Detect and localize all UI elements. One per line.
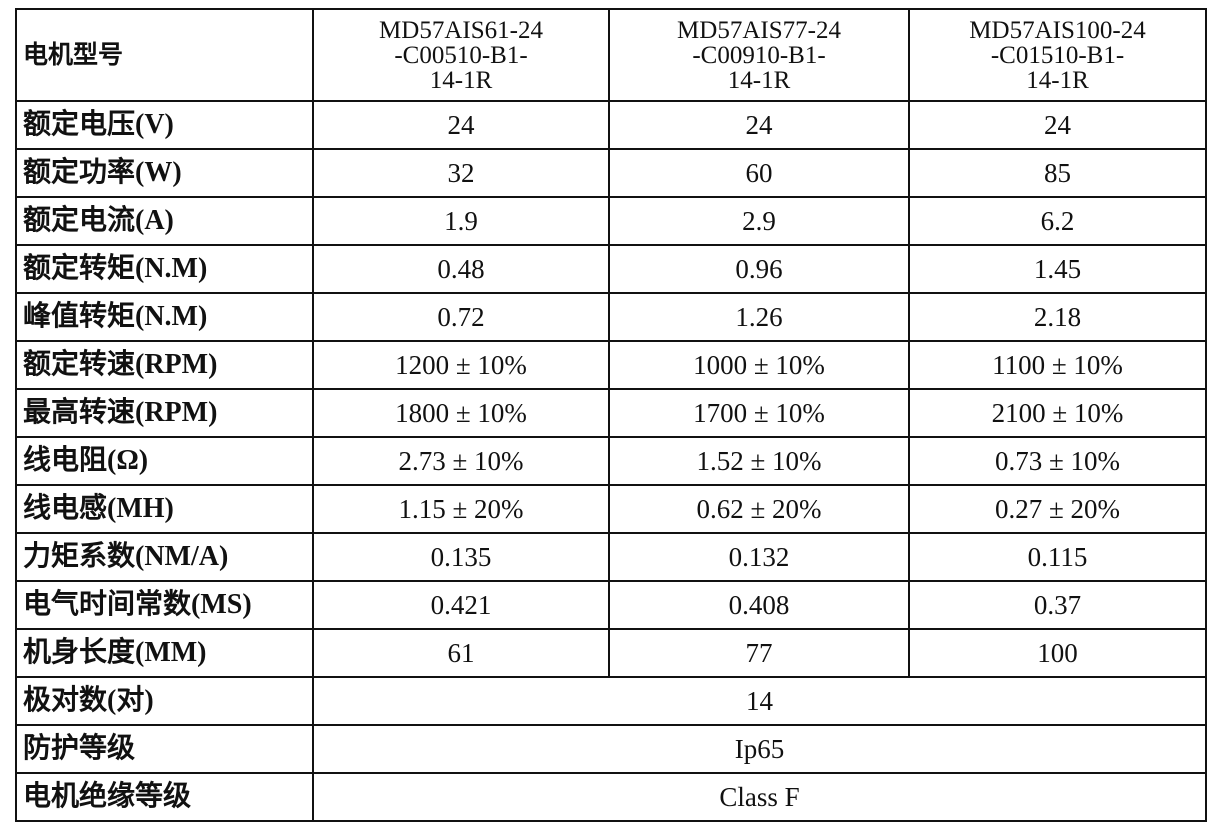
spec-value: 0.48: [312, 244, 610, 294]
spec-value: 77: [608, 628, 910, 678]
spec-value: 1700 ± 10%: [608, 388, 910, 438]
spec-value: 24: [608, 100, 910, 150]
spec-value: 6.2: [908, 196, 1207, 246]
spec-value: 1.9: [312, 196, 610, 246]
model-name-line: 14-1R: [727, 66, 791, 94]
spec-value: 1200 ± 10%: [312, 340, 610, 390]
spec-value: 0.96: [608, 244, 910, 294]
spec-value: 1.26: [608, 292, 910, 342]
spec-label: 电气时间常数(MS): [15, 580, 314, 630]
spec-value: 0.408: [608, 580, 910, 630]
shared-row: 电机绝缘等级 Class F: [15, 772, 1207, 822]
spec-row: 机身长度(MM) 61 77 100: [15, 628, 1207, 678]
spec-value: 0.135: [312, 532, 610, 582]
model-name-line: -C00510-B1-: [394, 41, 528, 69]
spec-row: 峰值转矩(N.M) 0.72 1.26 2.18: [15, 292, 1207, 342]
spec-value: 60: [608, 148, 910, 198]
header-label: 电机型号: [15, 8, 314, 102]
model-name-line: MD57AIS100-24: [969, 16, 1146, 44]
spec-label: 额定转速(RPM): [15, 340, 314, 390]
spec-row: 额定功率(W) 32 60 85: [15, 148, 1207, 198]
spec-value: 0.72: [312, 292, 610, 342]
spec-label: 电机绝缘等级: [15, 772, 314, 822]
spec-label: 力矩系数(NM/A): [15, 532, 314, 582]
spec-value: 1.52 ± 10%: [608, 436, 910, 486]
spec-row: 力矩系数(NM/A) 0.135 0.132 0.115: [15, 532, 1207, 582]
spec-label: 线电阻(Ω): [15, 436, 314, 486]
spec-row: 电气时间常数(MS) 0.421 0.408 0.37: [15, 580, 1207, 630]
spec-label: 机身长度(MM): [15, 628, 314, 678]
model-name: MD57AIS100-24 -C01510-B1- 14-1R: [908, 8, 1207, 102]
spec-label: 最高转速(RPM): [15, 388, 314, 438]
spec-value: Ip65: [312, 724, 1207, 774]
spec-value: 2.9: [608, 196, 910, 246]
model-name-line: MD57AIS61-24: [379, 16, 543, 44]
spec-label: 额定功率(W): [15, 148, 314, 198]
spec-row: 额定转速(RPM) 1200 ± 10% 1000 ± 10% 1100 ± 10%: [15, 340, 1207, 390]
model-name: MD57AIS61-24 -C00510-B1- 14-1R: [312, 8, 610, 102]
spec-label: 额定电压(V): [15, 100, 314, 150]
spec-label: 防护等级: [15, 724, 314, 774]
spec-value: 2.18: [908, 292, 1207, 342]
spec-value: Class F: [312, 772, 1207, 822]
model-name-line: -C00910-B1-: [692, 41, 826, 69]
spec-value: 85: [908, 148, 1207, 198]
spec-value: 24: [312, 100, 610, 150]
spec-value: 1.15 ± 20%: [312, 484, 610, 534]
spec-label: 额定转矩(N.M): [15, 244, 314, 294]
spec-value: 61: [312, 628, 610, 678]
spec-value: 0.37: [908, 580, 1207, 630]
spec-label: 线电感(MH): [15, 484, 314, 534]
spec-row: 线电阻(Ω) 2.73 ± 10% 1.52 ± 10% 0.73 ± 10%: [15, 436, 1207, 486]
spec-row: 最高转速(RPM) 1800 ± 10% 1700 ± 10% 2100 ± 10%: [15, 388, 1207, 438]
shared-row: 极对数(对) 14: [15, 676, 1207, 726]
spec-row: 额定转矩(N.M) 0.48 0.96 1.45: [15, 244, 1207, 294]
spec-value: 0.115: [908, 532, 1207, 582]
spec-row: 额定电压(V) 24 24 24: [15, 100, 1207, 150]
spec-value: 2.73 ± 10%: [312, 436, 610, 486]
spec-table: 电机型号 MD57AIS61-24 -C00510-B1- 14-1R MD57AIS7…: [15, 8, 1207, 822]
spec-row: 额定电流(A) 1.9 2.9 6.2: [15, 196, 1207, 246]
model-name: MD57AIS77-24 -C00910-B1- 14-1R: [608, 8, 910, 102]
spec-value: 0.132: [608, 532, 910, 582]
spec-value: 2100 ± 10%: [908, 388, 1207, 438]
spec-table-wrap: 电机型号 MD57AIS61-24 -C00510-B1- 14-1R MD57AIS7…: [15, 8, 1207, 822]
model-name-line: -C01510-B1-: [990, 41, 1125, 69]
spec-value: 24: [908, 100, 1207, 150]
spec-value: 0.73 ± 10%: [908, 436, 1207, 486]
model-name-line: MD57AIS77-24: [677, 16, 841, 44]
model-name-line: 14-1R: [1026, 66, 1089, 94]
header-row: 电机型号 MD57AIS61-24 -C00510-B1- 14-1R MD57AIS7…: [15, 8, 1207, 102]
spec-value: 1.45: [908, 244, 1207, 294]
spec-label: 峰值转矩(N.M): [15, 292, 314, 342]
spec-value: 0.27 ± 20%: [908, 484, 1207, 534]
spec-value: 1100 ± 10%: [908, 340, 1207, 390]
spec-value: 1000 ± 10%: [608, 340, 910, 390]
shared-row: 防护等级 Ip65: [15, 724, 1207, 774]
spec-label: 极对数(对): [15, 676, 314, 726]
model-name-line: 14-1R: [429, 66, 493, 94]
spec-label: 额定电流(A): [15, 196, 314, 246]
spec-value: 100: [908, 628, 1207, 678]
spec-value: 0.62 ± 20%: [608, 484, 910, 534]
spec-value: 14: [312, 676, 1207, 726]
spec-value: 0.421: [312, 580, 610, 630]
spec-value: 32: [312, 148, 610, 198]
spec-row: 线电感(MH) 1.15 ± 20% 0.62 ± 20% 0.27 ± 20%: [15, 484, 1207, 534]
spec-value: 1800 ± 10%: [312, 388, 610, 438]
